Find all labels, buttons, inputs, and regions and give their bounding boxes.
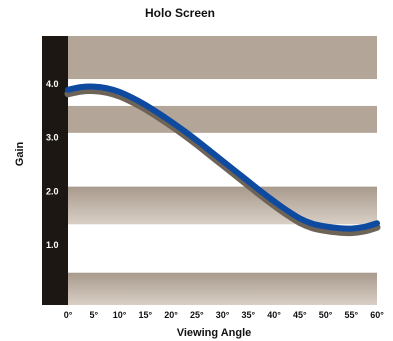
x-axis-label: Viewing Angle (177, 327, 252, 339)
y-axis-label: Gain (14, 141, 26, 166)
y-tick-label: 1.0 (46, 240, 59, 250)
x-tick-label: 40° (267, 310, 281, 320)
x-tick-label: 30° (216, 310, 230, 320)
series-group (64, 83, 381, 237)
y-tick-label: 5.0 (46, 25, 59, 35)
y-tick-label: 4.0 (46, 79, 59, 89)
x-tick-label: 55° (344, 310, 358, 320)
y-axis-bar (42, 36, 68, 305)
x-tick-label: 15° (138, 310, 152, 320)
x-tick-label: 45° (293, 310, 307, 320)
x-tick-label: 60° (370, 310, 384, 320)
x-tick-labels: 0° 5° 10° 15° 20° 25° 30° 35° 40° 45° 50° 55° 60° (64, 310, 385, 320)
x-tick-label: 35° (241, 310, 255, 320)
x-tick-label: 5° (89, 310, 98, 320)
y-tick-labels: 1.0 2.0 3.0 4.0 5.0 (46, 25, 59, 250)
y-tick-label: 3.0 (46, 133, 59, 143)
x-tick-label: 0° (64, 310, 73, 320)
plot-band-3 (68, 186, 377, 225)
x-tick-label: 50° (319, 310, 333, 320)
x-tick-label: 10° (113, 310, 127, 320)
plot-band-1 (68, 36, 377, 80)
series-line-shadow (64, 87, 381, 237)
plot-background (68, 36, 377, 305)
plot-band-2 (68, 105, 377, 133)
plot-bands (68, 36, 377, 305)
plot-band-4 (68, 272, 377, 305)
chart-title: Holo Screen (145, 6, 215, 20)
y-tick-label: 2.0 (46, 186, 59, 196)
x-tick-label: 25° (190, 310, 204, 320)
series-line (65, 83, 380, 232)
x-tick-label: 20° (164, 310, 178, 320)
